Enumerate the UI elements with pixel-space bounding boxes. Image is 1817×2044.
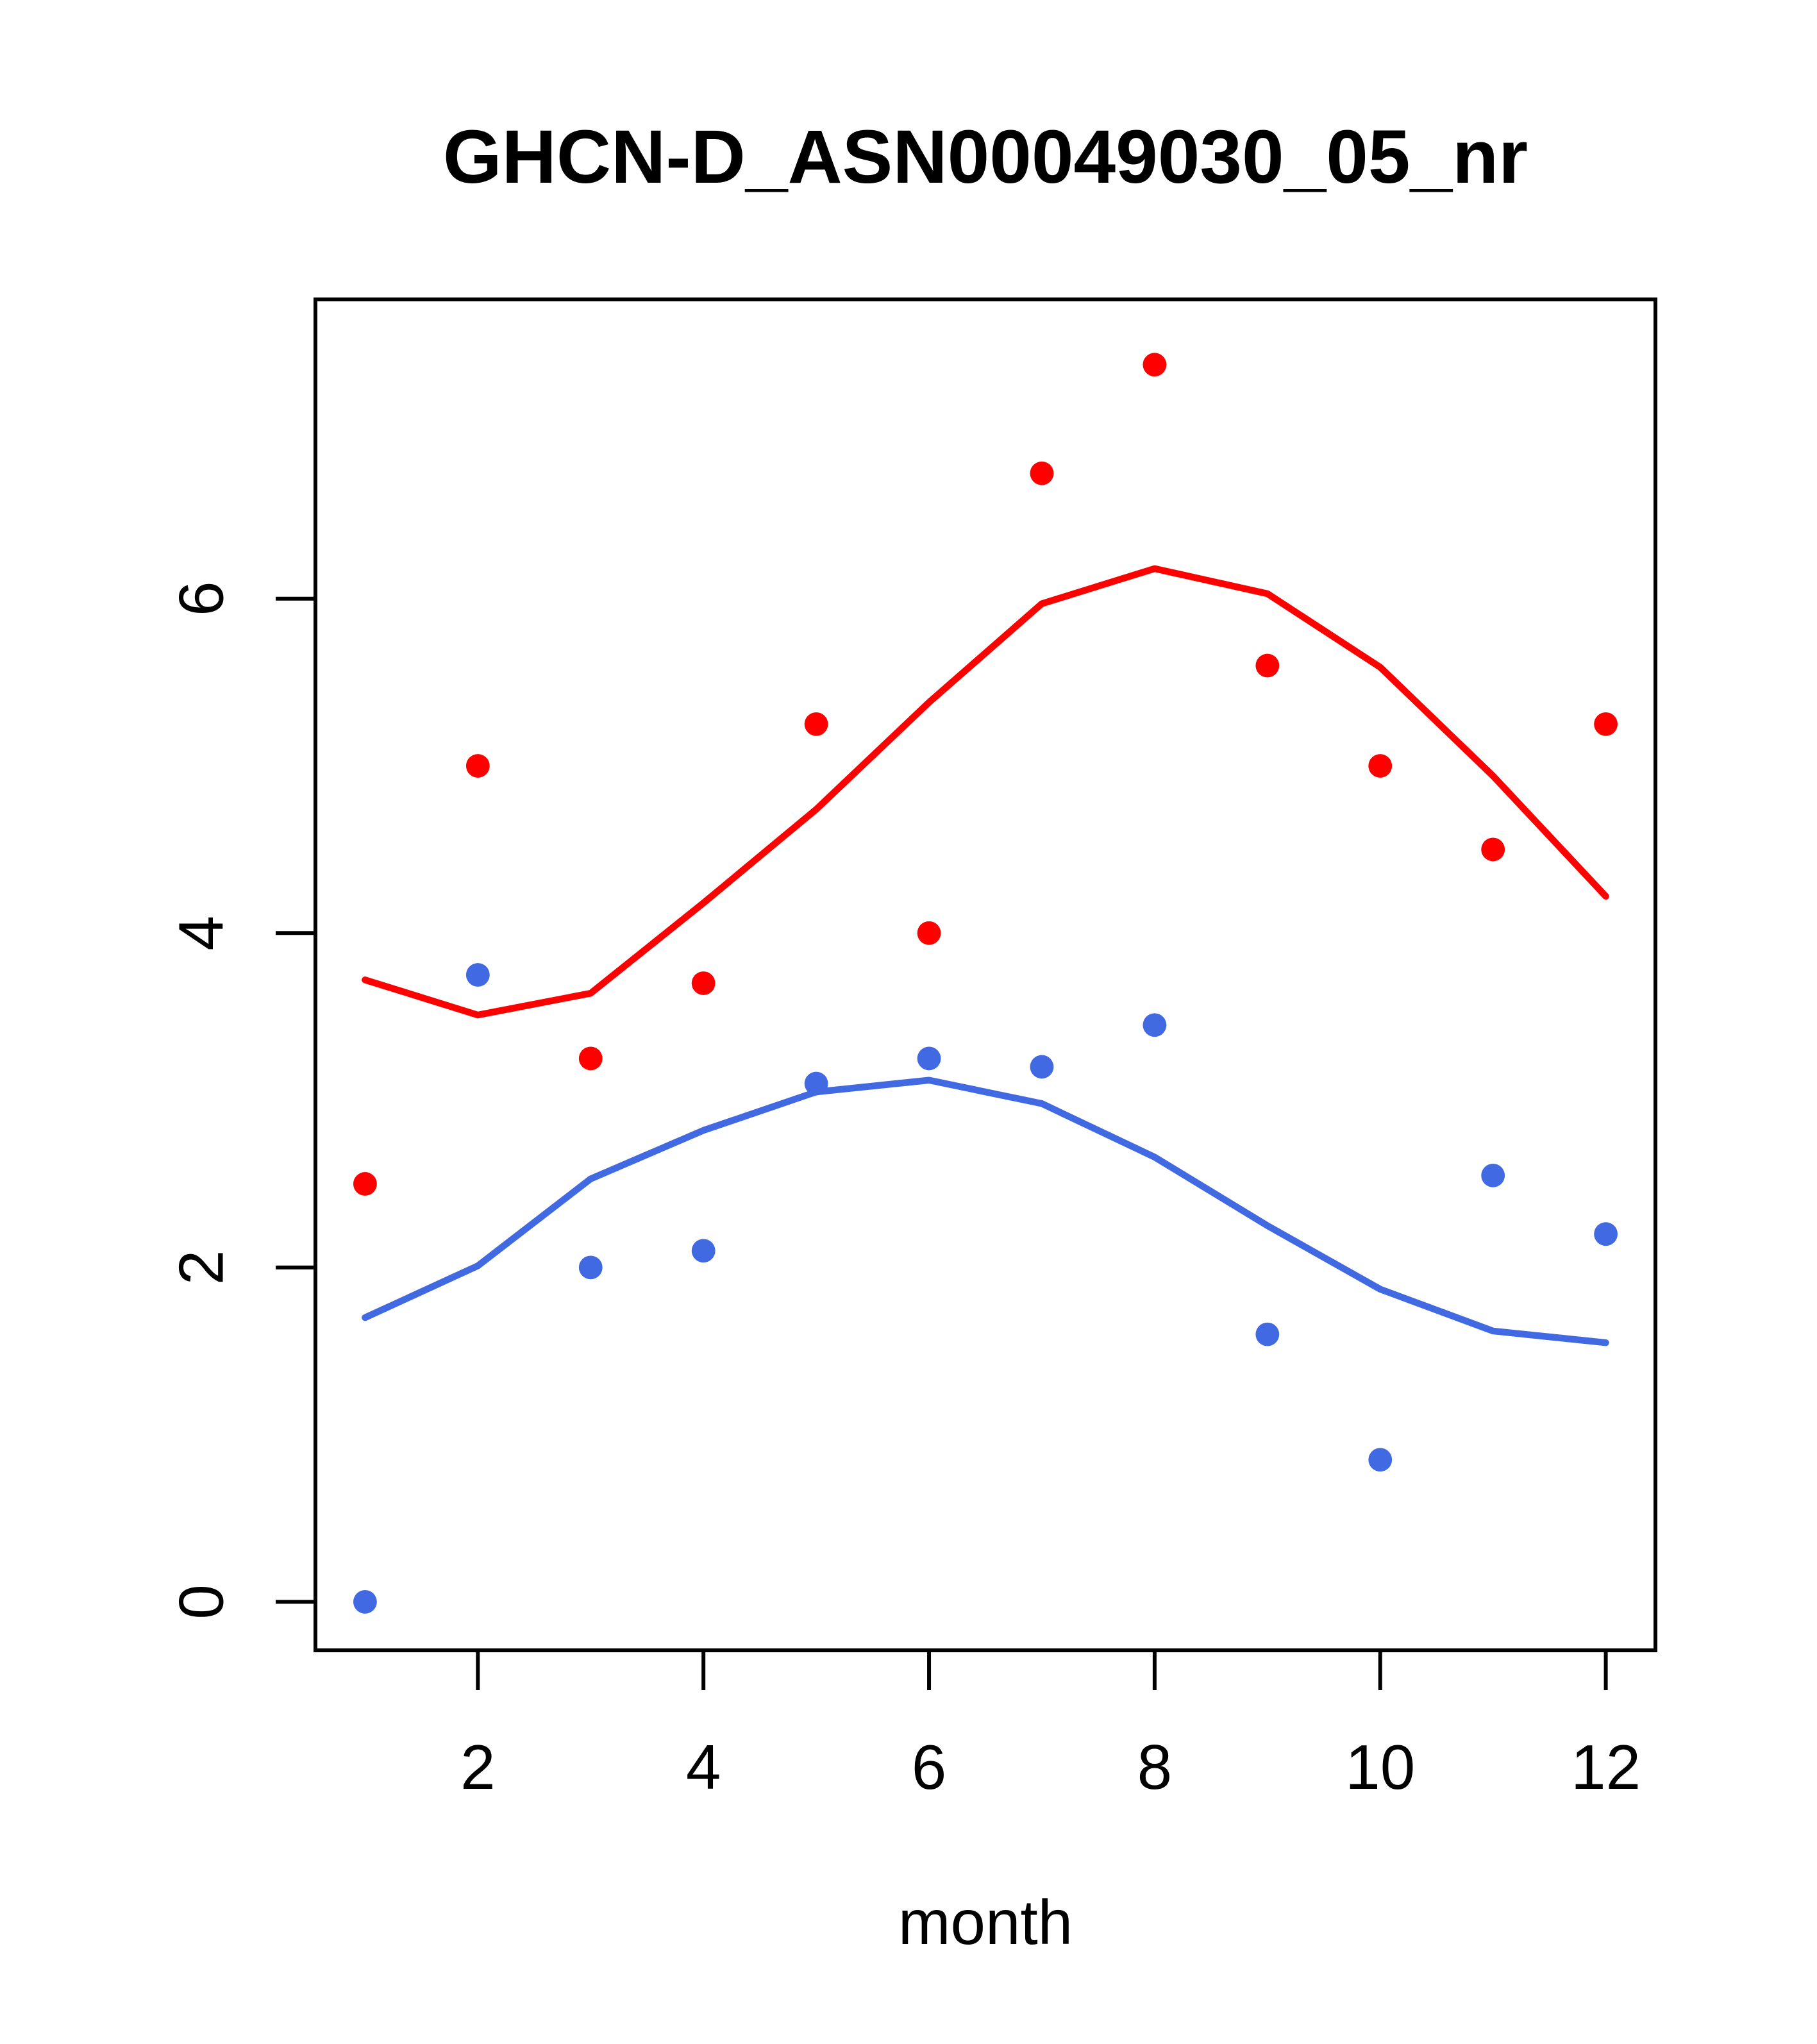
data-series	[353, 353, 1618, 1614]
plot-box	[314, 297, 1657, 1652]
data-point	[804, 1071, 828, 1096]
blue-smooth-line	[362, 1076, 1609, 1346]
data-point	[1481, 1164, 1505, 1187]
x-tick-label: 2	[460, 1732, 496, 1802]
x-tick-label: 6	[912, 1732, 947, 1802]
data-point	[1030, 1055, 1054, 1079]
data-point	[691, 971, 716, 995]
data-point	[917, 921, 941, 945]
data-point	[1255, 1322, 1280, 1346]
data-point	[353, 1589, 377, 1614]
data-point	[465, 963, 490, 987]
data-point	[465, 754, 490, 778]
data-point	[1481, 837, 1505, 862]
blue-monthly-points	[353, 963, 1618, 1614]
y-tick-label: 6	[165, 582, 236, 617]
data-point	[917, 1046, 941, 1071]
x-axis-ticks: 2 4 6 8 10 12	[460, 1650, 1641, 1802]
data-point	[691, 1239, 716, 1263]
x-axis-label: month	[898, 1887, 1073, 1957]
y-tick-label: 4	[165, 916, 236, 951]
red-smooth-line	[362, 565, 1609, 1019]
data-point	[1255, 653, 1280, 678]
x-tick-label: 8	[1137, 1732, 1173, 1802]
data-point	[1594, 1222, 1618, 1246]
chart-title: GHCN-D_ASN00049030_05_nr	[443, 115, 1528, 199]
data-point	[804, 712, 828, 736]
red-monthly-points	[353, 353, 1618, 1196]
x-tick-label: 10	[1345, 1732, 1415, 1802]
data-point	[578, 1046, 603, 1071]
data-point	[1368, 754, 1393, 778]
data-point	[1030, 461, 1054, 485]
y-tick-label: 2	[165, 1250, 236, 1286]
x-tick-label: 12	[1571, 1732, 1641, 1802]
data-point	[1143, 353, 1167, 377]
y-axis-ticks: 0 2 4 6	[165, 582, 315, 1620]
data-point	[1368, 1448, 1393, 1472]
data-point	[353, 1172, 377, 1196]
data-point	[1594, 712, 1618, 736]
y-tick-label: 0	[165, 1584, 236, 1620]
x-tick-label: 4	[686, 1732, 721, 1802]
data-point	[578, 1255, 603, 1280]
data-point	[1143, 1013, 1167, 1037]
